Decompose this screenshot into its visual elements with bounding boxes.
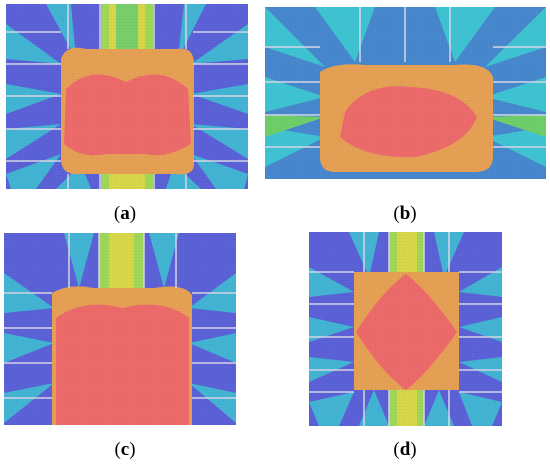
caption-d: (d) [393, 439, 417, 460]
simulation-panel-b [265, 7, 546, 179]
caption-a: (a) [113, 203, 137, 224]
simulation-panel-d [309, 232, 502, 426]
simulation-panel-c [4, 233, 236, 425]
contour-plot-b [265, 7, 546, 179]
caption-c: (c) [114, 439, 136, 460]
caption-b: (b) [393, 203, 417, 224]
contour-plot-c [4, 233, 236, 425]
contour-plot-a [6, 4, 248, 189]
contour-plot-d [309, 232, 502, 426]
simulation-panel-a [6, 4, 248, 189]
